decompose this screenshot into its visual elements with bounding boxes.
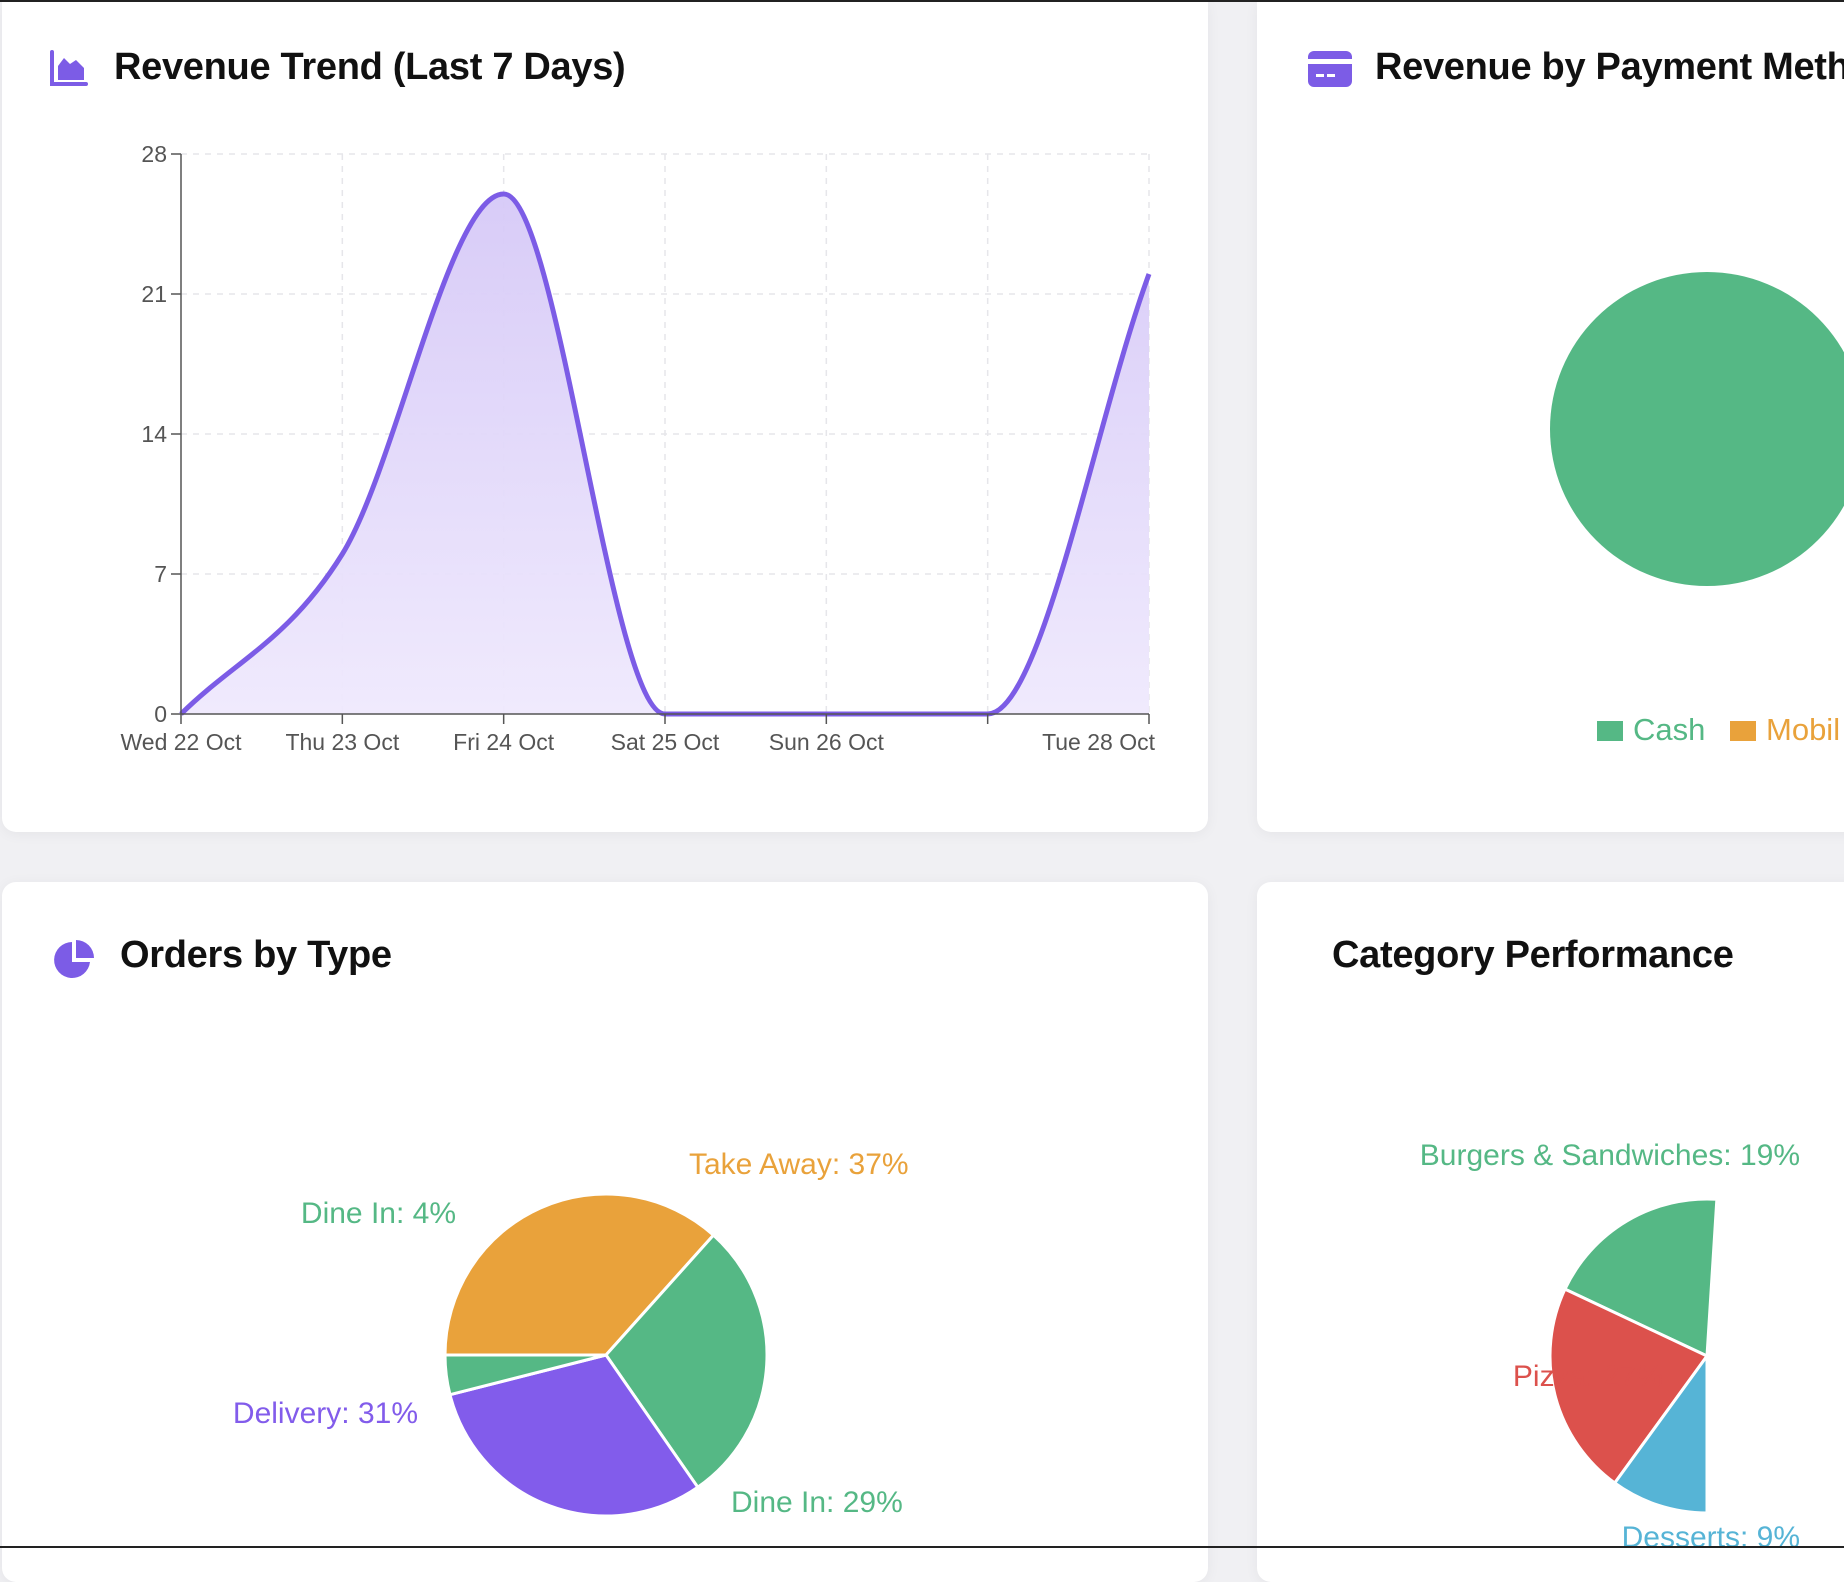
- x-tick-label: Fri 24 Oct: [453, 729, 555, 755]
- window-bottom-border: [0, 1546, 1844, 1548]
- legend-label-mobil: Mobil: [1766, 712, 1840, 747]
- orders-slice-2: [448, 1353, 700, 1518]
- revenue-trend-title: Revenue Trend (Last 7 Days): [114, 46, 626, 88]
- payment-method-chart: Cash Mobil: [1550, 272, 1844, 747]
- legend-swatch-cash: [1597, 721, 1623, 741]
- x-tick-label: Wed 22 Oct: [120, 729, 242, 755]
- payment-method-card: Revenue by Payment Method Cash Mobil: [1257, 2, 1844, 832]
- y-tick-label: 28: [141, 141, 167, 167]
- category-performance-chart: Burgers & Sandwiches: 19% Pizza: 27% Desse…: [1420, 1139, 1800, 1554]
- x-tick-label: Thu 23 Oct: [285, 729, 399, 755]
- y-tick-label: 21: [141, 281, 167, 307]
- category-performance-title: Category Performance: [1332, 934, 1734, 976]
- orders-by-type-title: Orders by Type: [120, 934, 392, 976]
- y-tick-label: 7: [154, 561, 167, 587]
- x-tick-label: Tue 28 Oct: [1042, 729, 1156, 755]
- y-tick-label: 0: [154, 701, 167, 727]
- category-slice-1: [1548, 1287, 1710, 1486]
- category-slice-label-1: Pizza: 27%: [1513, 1360, 1663, 1393]
- x-tick-label: Sun 26 Oct: [769, 729, 885, 755]
- orders-slice-label-1: Dine In: 29%: [731, 1486, 903, 1519]
- x-tick-label: Sat 25 Oct: [611, 729, 720, 755]
- orders-by-type-card: Orders by Type Take Away: 37% Dine In: 29…: [2, 882, 1208, 1582]
- revenue-area-fill: [181, 194, 1149, 714]
- orders-slice-label-2: Delivery: 31%: [233, 1397, 418, 1430]
- pie-chart-icon: [54, 940, 94, 978]
- payment-slice-cash: [1550, 272, 1844, 586]
- category-slice-label-2: Desserts: 9%: [1622, 1521, 1800, 1554]
- revenue-trend-chart: 0 7 14 21 28 Wed 22 Oct Thu 23 Oct Fri 24 Oct Sa…: [120, 141, 1156, 755]
- revenue-series-line: [179, 191, 1152, 717]
- legend-swatch-mobil: [1730, 721, 1756, 741]
- orders-by-type-chart: Take Away: 37% Dine In: 29% Delivery: 31% D…: [233, 1148, 909, 1519]
- category-slice-label-0: Burgers & Sandwiches: 19%: [1420, 1139, 1800, 1172]
- revenue-trend-card: Revenue Trend (Last 7 Days) 0 7 14 21 28 Wed …: [2, 2, 1208, 832]
- orders-slice-label-3: Dine In: 4%: [301, 1197, 456, 1230]
- category-slice-2: [1612, 1351, 1709, 1515]
- orders-slice-1: [604, 1233, 769, 1490]
- credit-card-icon: [1308, 51, 1352, 87]
- orders-slice-label-0: Take Away: 37%: [689, 1148, 909, 1181]
- area-chart-icon: [50, 50, 88, 86]
- window-top-border: [0, 0, 1844, 2]
- category-performance-card: Category Performance Burgers & Sandwiche…: [1257, 882, 1844, 1582]
- orders-slice-0: [443, 1192, 716, 1357]
- payment-method-title: Revenue by Payment Method: [1375, 46, 1844, 88]
- category-slice-0: [1562, 1197, 1719, 1359]
- y-tick-label: 14: [141, 421, 167, 447]
- legend-label-cash: Cash: [1633, 712, 1705, 747]
- orders-slice-3: [443, 1353, 607, 1397]
